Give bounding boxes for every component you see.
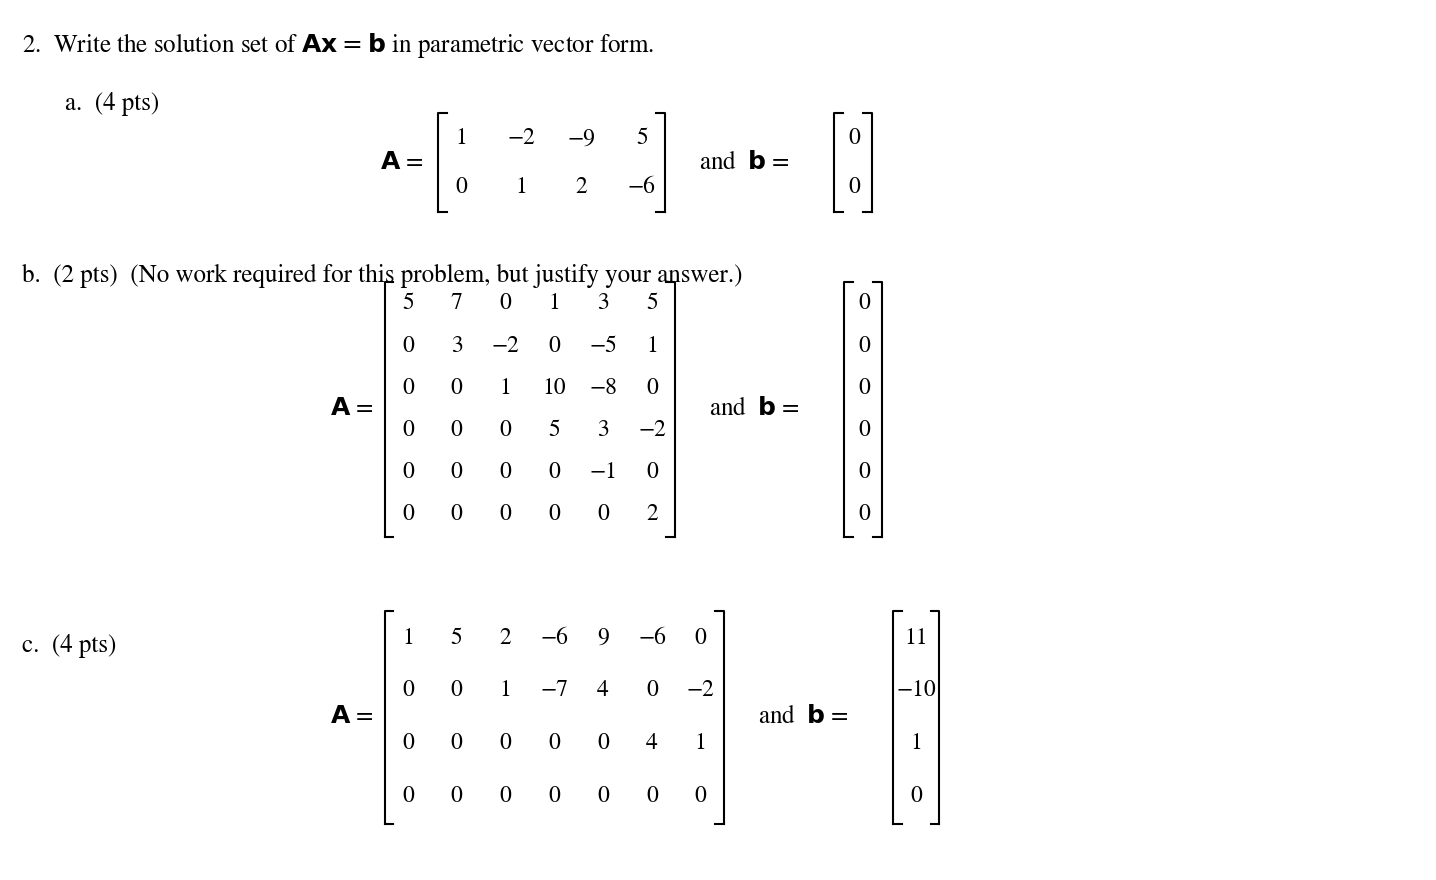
Text: $\mathbf{A}$ =: $\mathbf{A}$ = [381,150,424,175]
Text: 0: 0 [402,733,414,754]
Text: −2: −2 [491,335,520,356]
Text: 0: 0 [646,786,658,807]
Text: and  $\mathbf{b}$ =: and $\mathbf{b}$ = [758,705,849,730]
Text: 0: 0 [597,733,609,754]
Text: 0: 0 [451,462,462,483]
Text: $\mathbf{A}$ =: $\mathbf{A}$ = [330,397,373,422]
Text: 0: 0 [500,293,511,314]
Text: −9: −9 [567,128,596,150]
Text: 10: 10 [543,378,566,399]
Text: −6: −6 [540,627,569,649]
Text: 5: 5 [402,293,414,314]
Text: 0: 0 [451,420,462,441]
Text: 0: 0 [859,504,870,525]
Text: 0: 0 [849,176,860,198]
Text: 0: 0 [859,378,870,399]
Text: 0: 0 [859,462,870,483]
Text: 5: 5 [636,128,648,150]
Text: −1: −1 [589,462,617,483]
Text: 4: 4 [646,733,658,754]
Text: 2: 2 [646,504,658,525]
Text: −7: −7 [540,680,569,701]
Text: −8: −8 [589,378,617,399]
Text: 0: 0 [402,504,414,525]
Text: 4: 4 [597,680,609,701]
Text: 0: 0 [549,786,560,807]
Text: 7: 7 [451,293,462,314]
Text: 0: 0 [859,335,870,356]
Text: 3: 3 [451,335,462,356]
Text: 1: 1 [402,627,414,649]
Text: 0: 0 [451,680,462,701]
Text: −6: −6 [638,627,666,649]
Text: 11: 11 [905,627,928,649]
Text: and  $\mathbf{b}$ =: and $\mathbf{b}$ = [709,397,800,422]
Text: 0: 0 [402,420,414,441]
Text: −5: −5 [589,335,617,356]
Text: a.  (4 pts): a. (4 pts) [65,92,159,116]
Text: 0: 0 [451,786,462,807]
Text: 0: 0 [910,786,922,807]
Text: 5: 5 [549,420,560,441]
Text: 0: 0 [695,786,707,807]
Text: 0: 0 [646,680,658,701]
Text: c.  (4 pts): c. (4 pts) [22,634,116,657]
Text: 0: 0 [402,680,414,701]
Text: 1: 1 [500,680,511,701]
Text: 2: 2 [500,627,511,649]
Text: $\mathbf{A}$ =: $\mathbf{A}$ = [330,705,373,730]
Text: 0: 0 [500,733,511,754]
Text: 0: 0 [646,378,658,399]
Text: 5: 5 [451,627,462,649]
Text: 0: 0 [549,462,560,483]
Text: −10: −10 [896,680,936,701]
Text: 0: 0 [455,176,467,198]
Text: 0: 0 [597,504,609,525]
Text: 2: 2 [576,176,587,198]
Text: 0: 0 [500,462,511,483]
Text: 0: 0 [500,420,511,441]
Text: 0: 0 [597,786,609,807]
Text: 1: 1 [549,293,560,314]
Text: 0: 0 [451,504,462,525]
Text: 0: 0 [500,786,511,807]
Text: 0: 0 [402,335,414,356]
Text: 0: 0 [549,504,560,525]
Text: 0: 0 [402,786,414,807]
Text: 9: 9 [597,627,609,649]
Text: 0: 0 [695,627,707,649]
Text: 0: 0 [402,462,414,483]
Text: 0: 0 [859,293,870,314]
Text: 0: 0 [500,504,511,525]
Text: 5: 5 [646,293,658,314]
Text: −2: −2 [507,128,536,150]
Text: 0: 0 [451,733,462,754]
Text: 2.  Write the solution set of $\mathbf{Ax} = \mathbf{b}$ in parametric vector fo: 2. Write the solution set of $\mathbf{Ax… [22,31,653,60]
Text: 0: 0 [549,335,560,356]
Text: 0: 0 [549,733,560,754]
Text: −2: −2 [686,680,715,701]
Text: 3: 3 [597,420,609,441]
Text: −2: −2 [638,420,666,441]
Text: 0: 0 [646,462,658,483]
Text: 0: 0 [859,420,870,441]
Text: 1: 1 [695,733,707,754]
Text: 1: 1 [516,176,527,198]
Text: 0: 0 [451,378,462,399]
Text: 0: 0 [402,378,414,399]
Text: 1: 1 [646,335,658,356]
Text: 1: 1 [455,128,467,150]
Text: 3: 3 [597,293,609,314]
Text: and  $\mathbf{b}$ =: and $\mathbf{b}$ = [699,150,790,175]
Text: b.  (2 pts)  (No work required for this problem, but justify your answer.): b. (2 pts) (No work required for this pr… [22,264,742,288]
Text: −6: −6 [628,176,656,198]
Text: 1: 1 [500,378,511,399]
Text: 1: 1 [910,733,922,754]
Text: 0: 0 [849,128,860,150]
